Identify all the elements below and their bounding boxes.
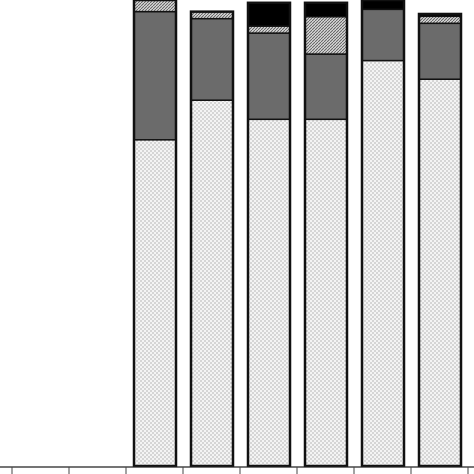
bar-2-segment-hatched — [133, 0, 177, 13]
plot-area — [132, 0, 463, 468]
bar-4-segment-dotted — [247, 118, 291, 467]
bar-4 — [246, 1, 292, 468]
bar-7 — [417, 12, 463, 468]
bar-2 — [132, 0, 178, 468]
bar-5-segment-dotted — [304, 118, 348, 467]
bar-5-outline — [303, 1, 349, 468]
bar-6 — [360, 0, 406, 468]
bar-4-segment-hatched — [247, 25, 291, 34]
bar-5-segment-hatched — [304, 16, 348, 55]
bar-6-outline — [360, 0, 406, 468]
bar-7-outline — [417, 12, 463, 468]
bar-6-segment-solid-black — [361, 0, 405, 11]
bar-5-segment-solid-gray — [304, 53, 348, 121]
bar-6-segment-dotted — [361, 59, 405, 467]
bar-7-segment-solid-gray — [418, 22, 462, 80]
bar-3 — [189, 10, 235, 468]
bar-3-outline — [189, 10, 235, 468]
bar-4-segment-solid-black — [247, 2, 291, 27]
bar-7-segment-dotted — [418, 78, 462, 467]
bar-3-segment-dotted — [190, 99, 234, 467]
bar-3-segment-solid-gray — [190, 17, 234, 101]
x-axis — [0, 466, 474, 474]
bar-4-segment-solid-gray — [247, 32, 291, 121]
bar-5 — [303, 1, 349, 468]
bar-7-segment-hatched — [418, 15, 462, 25]
bar-2-segment-dotted — [133, 139, 177, 467]
bar-2-segment-solid-gray — [133, 10, 177, 141]
bar-5-segment-solid-black — [304, 2, 348, 18]
bar-4-outline — [246, 1, 292, 468]
bar-6-segment-solid-gray — [361, 8, 405, 62]
bar-2-outline — [132, 0, 178, 468]
